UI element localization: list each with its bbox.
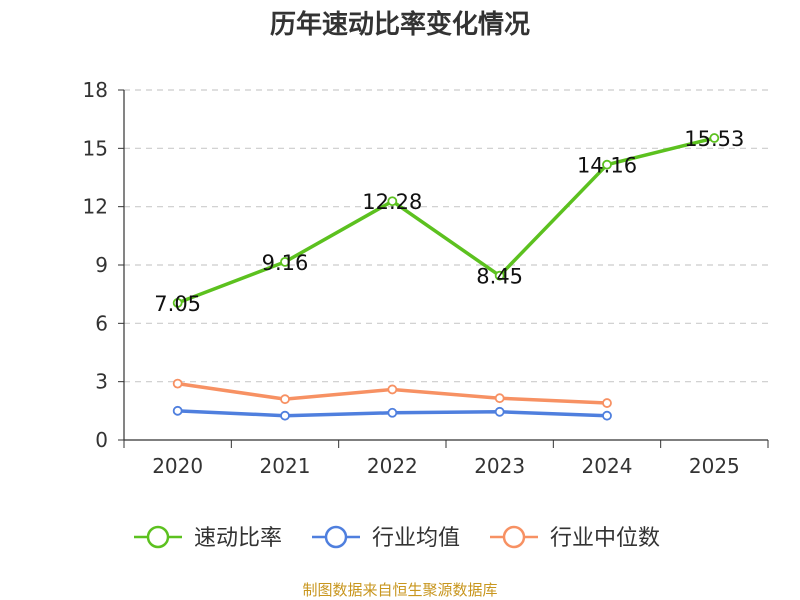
data-point[interactable] xyxy=(172,405,183,416)
data-point[interactable] xyxy=(494,393,505,404)
data-label: 14.16 xyxy=(577,154,637,178)
legend-label: 行业中位数 xyxy=(550,526,660,551)
data-label: 7.05 xyxy=(154,292,201,316)
chart-title: 历年速动比率变化情况 xyxy=(270,9,530,40)
y-tick-label: 3 xyxy=(95,370,108,394)
x-tick-label: 2023 xyxy=(474,454,525,478)
x-tick-label: 2022 xyxy=(367,454,418,478)
data-point[interactable] xyxy=(494,270,505,281)
legend-item-0[interactable]: 速动比率 xyxy=(134,525,282,551)
data-point[interactable] xyxy=(280,410,290,421)
y-tick-label: 0 xyxy=(95,428,108,452)
data-point[interactable] xyxy=(602,159,612,170)
data-point[interactable] xyxy=(172,378,183,389)
legend-marker-icon xyxy=(146,525,170,549)
data-point[interactable] xyxy=(602,398,612,408)
x-tick-label: 2021 xyxy=(260,454,311,478)
y-tick-label: 9 xyxy=(95,253,108,277)
legend-label: 速动比率 xyxy=(194,526,282,551)
legend-item-1[interactable]: 行业均值 xyxy=(312,525,460,551)
data-label: 9.16 xyxy=(262,251,309,275)
data-point[interactable] xyxy=(387,196,398,207)
x-tick-label: 2025 xyxy=(689,454,740,478)
series-lines xyxy=(172,133,720,421)
legend-marker-icon xyxy=(324,525,348,549)
data-point[interactable] xyxy=(280,394,290,405)
y-tick-label: 12 xyxy=(83,195,108,219)
series-line-0 xyxy=(175,136,717,305)
source-note: 制图数据来自恒生聚源数据库 xyxy=(302,581,497,599)
data-point[interactable] xyxy=(494,406,505,417)
data-label: 12.28 xyxy=(362,190,422,214)
grid-lines xyxy=(124,89,768,383)
legend[interactable]: 速动比率 行业均值 行业中位数 xyxy=(134,525,660,551)
legend-item-2[interactable]: 行业中位数 xyxy=(490,525,660,551)
data-point[interactable] xyxy=(602,410,612,421)
data-label: 15.53 xyxy=(684,127,744,151)
x-tick-label: 2024 xyxy=(582,454,633,478)
legend-marker-icon xyxy=(502,525,526,549)
y-tick-label: 6 xyxy=(95,311,108,335)
data-point[interactable] xyxy=(280,256,290,267)
data-point[interactable] xyxy=(172,298,183,308)
data-point[interactable] xyxy=(387,384,398,395)
x-tick-label: 2020 xyxy=(152,454,203,478)
data-point[interactable] xyxy=(709,133,720,143)
y-tick-label: 15 xyxy=(83,136,108,160)
data-label: 8.45 xyxy=(476,265,523,289)
data-point[interactable] xyxy=(387,407,398,418)
y-tick-label: 18 xyxy=(83,78,108,102)
legend-label: 行业均值 xyxy=(372,526,460,551)
axes: 0 3 6 9 12 15 18 2020 2021 2022 2023 2024 2025 xyxy=(83,78,769,478)
data-labels: 7.05 9.16 12.28 8.45 14.16 15.53 xyxy=(154,127,744,316)
